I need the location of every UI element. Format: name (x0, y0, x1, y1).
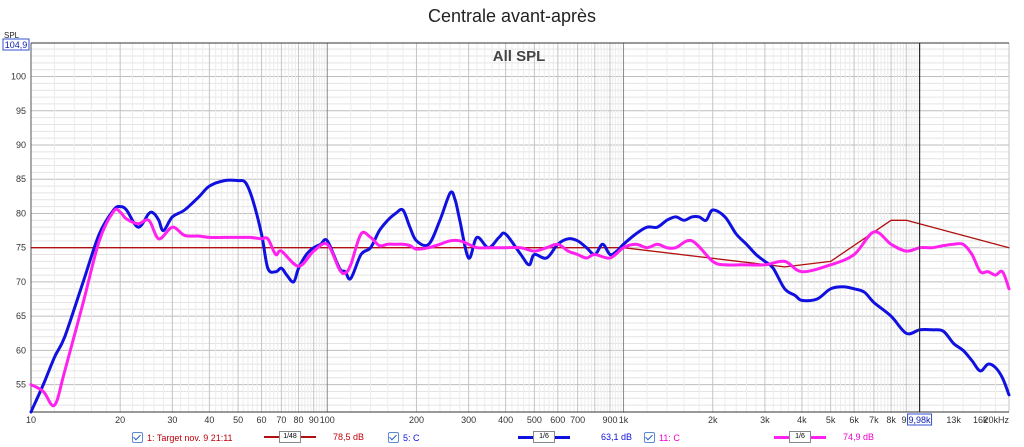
x-tick-label: 4k (797, 415, 807, 425)
cursor-x-box (907, 413, 933, 426)
legend-value: 63,1 dB (601, 432, 633, 442)
x-tick-label: 7k (869, 415, 879, 425)
checkbox-icon[interactable] (388, 432, 399, 443)
x-tick-label: 100 (320, 415, 335, 425)
x-tick-label: 500 (527, 415, 542, 425)
x-tick-label: 600 (550, 415, 565, 425)
x-tick-label: 20 (115, 415, 125, 425)
checkbox-icon[interactable] (644, 432, 655, 443)
smoothing-control-target[interactable]: 1/48 (264, 431, 316, 443)
x-tick-label: 700 (570, 415, 585, 425)
x-tick-label: 40 (204, 415, 214, 425)
x-tick-label: 90 (309, 415, 319, 425)
y-tick-label: 65 (16, 311, 26, 321)
y-tick-label: 80 (16, 208, 26, 218)
y-axis-unit: SPL (4, 31, 20, 40)
x-tick-label: 70 (276, 415, 286, 425)
cursor-y-value: 104,9 (5, 40, 28, 50)
legend-value: 78,5 dB (333, 432, 365, 442)
cursor-x-value: 9,98k (909, 415, 932, 425)
y-tick-label: 90 (16, 140, 26, 150)
x-tick-label: 50 (233, 415, 243, 425)
x-tick-label: 3k (760, 415, 770, 425)
smoothing-label: 1/48 (279, 431, 301, 443)
x-tick-label: 8k (886, 415, 896, 425)
series-line-2[interactable] (29, 178, 1011, 414)
checkbox-icon[interactable] (132, 432, 143, 443)
cursor-y-box (2, 38, 30, 51)
y-tick-label: 95 (16, 106, 26, 116)
y-tick-label: 55 (16, 380, 26, 390)
x-tick-label: 60 (257, 415, 267, 425)
legend-label: 1: Target nov. 9 21:11 (147, 432, 233, 443)
x-tick-label: 80 (294, 415, 304, 425)
grid (30, 42, 1010, 413)
x-tick-label: 20kHz (983, 415, 1009, 425)
x-tick-label: 1k (619, 415, 629, 425)
x-tick-label: 10 (26, 415, 36, 425)
x-tick-label: 2k (708, 415, 718, 425)
x-tick-label: 9k (901, 415, 911, 425)
y-tick-label: 70 (16, 277, 26, 287)
legend: 1: Target nov. 9 21:11 1/48 78,5 dB 5: C… (0, 429, 1024, 447)
x-tick-label: 5k (826, 415, 836, 425)
x-tick-labels: 10 20 30 40 50 60 70 80 90 100 200 300 400 500 600 700 9… (26, 415, 1010, 425)
legend-value: 74,9 dB (843, 432, 875, 442)
x-tick-label: 30 (167, 415, 177, 425)
x-tick-label: 200 (409, 415, 424, 425)
x-tick-label: 400 (498, 415, 513, 425)
series-line-3[interactable] (29, 207, 1011, 408)
x-tick-label: 300 (461, 415, 476, 425)
y-tick-labels: 55 60 65 70 75 80 85 90 95 100 (11, 72, 26, 390)
x-tick-label: 6k (849, 415, 859, 425)
spl-chart[interactable]: 55 60 65 70 75 80 85 90 95 100 10 20 30 40 50 60 70 80 90… (0, 0, 1024, 430)
legend-label: 5: C (403, 432, 420, 443)
smoothing-control-c5[interactable]: 1/6 (518, 431, 570, 443)
series-lines (29, 178, 1011, 414)
legend-label: 11: C (659, 432, 680, 443)
chart-overlay-label: All SPL (493, 48, 546, 65)
y-tick-label: 85 (16, 174, 26, 184)
legend-item-c5[interactable]: 5: C (388, 432, 420, 443)
y-tick-label: 60 (16, 345, 26, 355)
x-tick-label: 16k (973, 415, 988, 425)
chart-title: Centrale avant-après (427, 6, 597, 26)
y-tick-label: 100 (11, 72, 26, 82)
smoothing-label: 1/6 (533, 431, 555, 443)
y-tick-label: 75 (16, 243, 26, 253)
smoothing-label: 1/6 (789, 431, 811, 443)
x-tick-label: 900 (602, 415, 617, 425)
x-tick-label: 13k (946, 415, 961, 425)
smoothing-control-c11[interactable]: 1/6 (774, 431, 826, 443)
legend-item-target[interactable]: 1: Target nov. 9 21:11 (132, 432, 233, 443)
legend-item-c11[interactable]: 11: C (644, 432, 680, 443)
